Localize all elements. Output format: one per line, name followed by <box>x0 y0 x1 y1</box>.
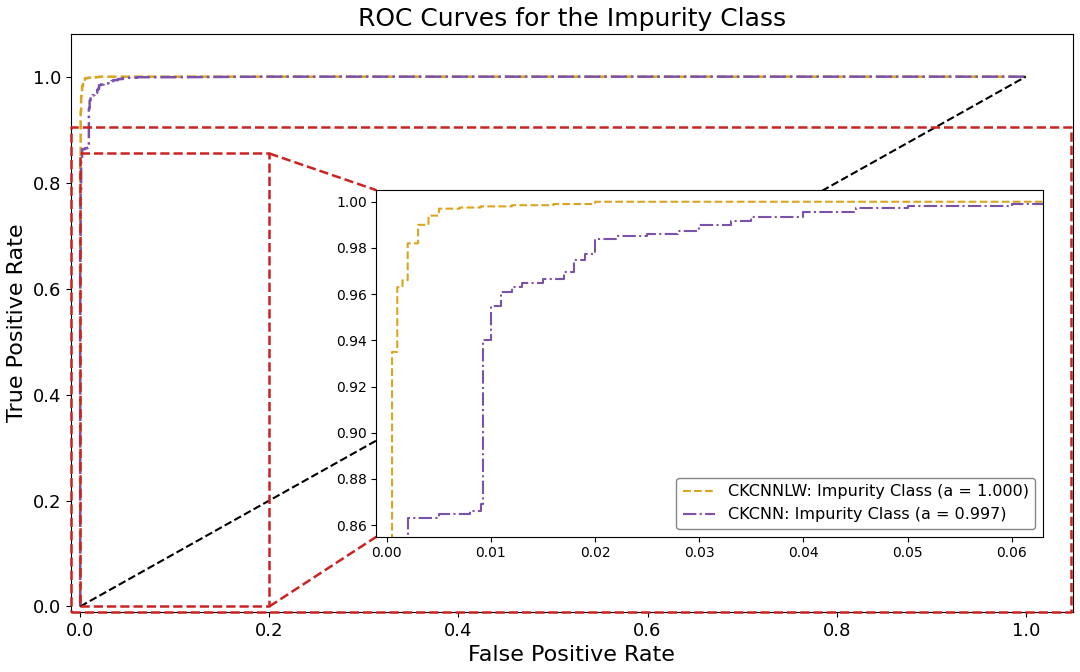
X-axis label: False Positive Rate: False Positive Rate <box>469 645 675 665</box>
Title: ROC Curves for the Impurity Class: ROC Curves for the Impurity Class <box>357 7 786 31</box>
Y-axis label: True Positive Rate: True Positive Rate <box>6 224 27 422</box>
